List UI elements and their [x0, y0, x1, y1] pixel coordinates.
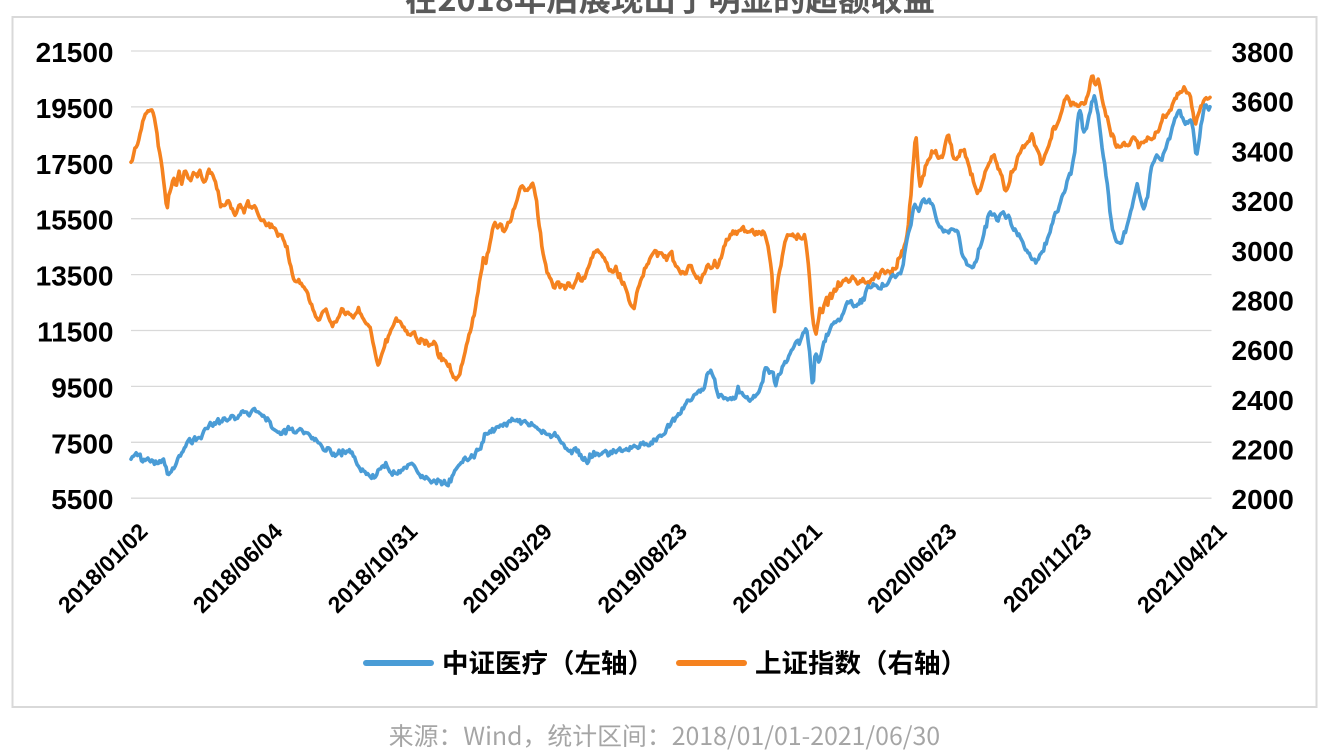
svg-text:2400: 2400	[1232, 385, 1294, 416]
svg-text:9500: 9500	[51, 372, 113, 403]
svg-text:11500: 11500	[37, 317, 113, 348]
svg-text:2200: 2200	[1232, 435, 1294, 466]
svg-text:17500: 17500	[36, 149, 114, 180]
svg-text:5500: 5500	[51, 484, 113, 515]
svg-text:13500: 13500	[36, 261, 114, 292]
svg-text:19500: 19500	[36, 93, 114, 124]
svg-text:15500: 15500	[36, 205, 114, 236]
svg-text:3000: 3000	[1232, 236, 1294, 267]
svg-text:7500: 7500	[51, 428, 113, 459]
svg-text:2800: 2800	[1232, 285, 1294, 316]
svg-text:3600: 3600	[1232, 87, 1294, 118]
svg-text:3200: 3200	[1232, 186, 1294, 217]
svg-text:2600: 2600	[1232, 335, 1294, 366]
svg-text:3800: 3800	[1232, 37, 1294, 68]
svg-text:2000: 2000	[1232, 484, 1294, 515]
svg-text:21500: 21500	[36, 37, 114, 68]
svg-text:3400: 3400	[1232, 136, 1294, 167]
